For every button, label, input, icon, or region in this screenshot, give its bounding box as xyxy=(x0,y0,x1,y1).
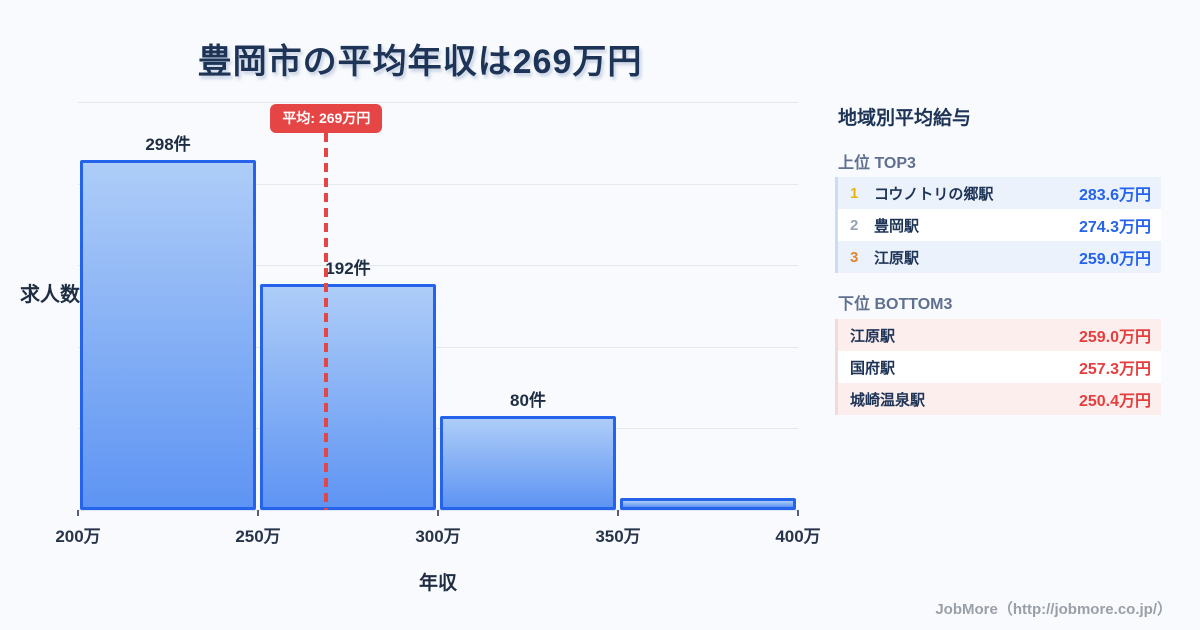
x-axis-tick xyxy=(797,510,799,516)
station-name: 江原駅 xyxy=(850,327,896,345)
gridline xyxy=(78,102,798,103)
gridline xyxy=(78,428,798,430)
x-tick-label: 400万 xyxy=(775,527,821,546)
bottom3-heading: 下位 BOTTOM3 xyxy=(838,296,953,313)
x-axis-tick xyxy=(257,510,259,516)
salary-value: 274.3万円 xyxy=(1078,219,1151,236)
histogram-bar xyxy=(260,284,436,510)
bar-value-label: 298件 xyxy=(145,135,191,154)
salary-value: 259.0万円 xyxy=(1078,251,1151,268)
rank-badge: 2 xyxy=(850,216,859,234)
x-axis-tick xyxy=(77,510,79,516)
station-name: コウノトリの郷駅 xyxy=(874,185,994,203)
histogram-plot-area: 298件 192件 80件 200万 250万 300万 350万 400万 平均: 269万円 xyxy=(55,102,821,546)
station-name: 豊岡駅 xyxy=(874,217,920,235)
rank-badge: 1 xyxy=(850,184,859,202)
bar-value-label: 192件 xyxy=(325,259,371,278)
x-tick-label: 300万 xyxy=(415,527,461,546)
footer-credit: JobMore（http://jobmore.co.jp/） xyxy=(935,601,1172,618)
average-line xyxy=(324,133,329,510)
x-axis-tick xyxy=(617,510,619,516)
x-axis-title: 年収 xyxy=(418,573,457,594)
station-name: 城崎温泉駅 xyxy=(850,391,926,409)
table-row: 1 コウノトリの郷駅 283.6万円 xyxy=(838,177,1161,209)
gridline xyxy=(78,183,798,185)
histogram-bar xyxy=(440,416,616,510)
salary-value: 283.6万円 xyxy=(1078,187,1151,204)
table-row: 江原駅 259.0万円 xyxy=(838,319,1161,351)
salary-value: 259.0万円 xyxy=(1078,329,1151,346)
rank-badge: 3 xyxy=(850,248,859,266)
salary-value: 257.3万円 xyxy=(1078,361,1151,378)
top3-table: 1 コウノトリの郷駅 283.6万円 2 豊岡駅 274.3万円 3 江原駅 2… xyxy=(835,177,1161,273)
station-name: 国府駅 xyxy=(850,359,896,377)
histogram-bar xyxy=(80,160,256,510)
table-row: 城崎温泉駅 250.4万円 xyxy=(838,383,1161,415)
x-tick-label: 350万 xyxy=(595,527,641,546)
x-axis-tick xyxy=(437,510,439,516)
table-row: 国府駅 257.3万円 xyxy=(838,351,1161,383)
table-row: 2 豊岡駅 274.3万円 xyxy=(838,209,1161,241)
x-tick-label: 250万 xyxy=(235,527,281,546)
average-badge: 平均: 269万円 xyxy=(270,104,383,133)
station-name: 江原駅 xyxy=(874,249,920,267)
bar-value-label: 80件 xyxy=(510,391,546,410)
bottom3-table: 江原駅 259.0万円 国府駅 257.3万円 城崎温泉駅 250.4万円 xyxy=(835,319,1161,415)
sidebar-header: 地域別平均給与 xyxy=(838,108,972,129)
gridline xyxy=(78,346,798,348)
table-row: 3 江原駅 259.0万円 xyxy=(838,241,1161,273)
page-title: 豊岡市の平均年収は269万円 xyxy=(197,43,643,81)
salary-value: 250.4万円 xyxy=(1078,393,1151,410)
x-tick-label: 200万 xyxy=(55,527,101,546)
gridline xyxy=(78,265,798,267)
histogram-bar xyxy=(620,498,796,510)
top3-heading: 上位 TOP3 xyxy=(838,155,916,172)
y-axis-title: 求人数 xyxy=(20,284,80,306)
